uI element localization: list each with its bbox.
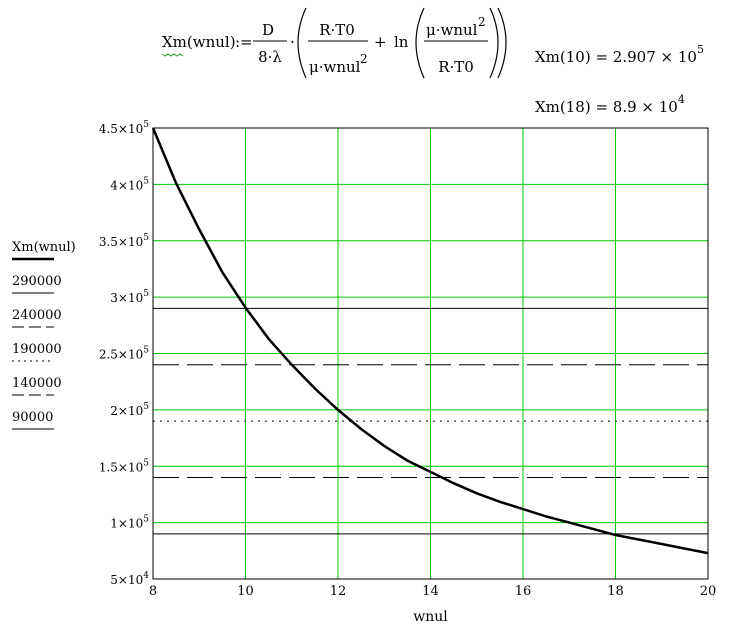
legend-item: 90000 [12, 410, 76, 444]
legend-swatch [12, 394, 54, 396]
formula-term2-den: R·T0 [438, 58, 474, 76]
formula-coef-num: D [262, 21, 274, 39]
result-xm18: Xm(18) = 8.9 × 104 [535, 80, 704, 130]
x-tick-label: 12 [330, 584, 347, 599]
formula-area: Xm(wnul) := D 8·λ · R·T0 μ·wnul 2 + ln μ… [161, 7, 507, 79]
result-xm10-text: Xm(10) = 2.907 × 10 [535, 48, 697, 66]
series-line-xm [151, 127, 709, 555]
y-tick-label: 3.5×105 [99, 233, 149, 249]
x-tick-label: 18 [607, 584, 624, 599]
y-tick-label: 4×105 [110, 176, 149, 192]
result-xm18-exp: 4 [677, 93, 685, 106]
formula-open-paren [297, 7, 307, 79]
y-tick-label: 2×105 [110, 402, 149, 418]
y-tick-label: 5×104 [110, 571, 149, 587]
chart: 8 10 12 14 16 18 20 5×104 1×105 1.5×105 2×105 2.5×1… [99, 120, 717, 625]
x-tick-label: 16 [515, 584, 532, 599]
legend-swatch [12, 360, 54, 362]
formula-term1-num: R·T0 [319, 21, 355, 39]
result-xm10: Xm(10) = 2.907 × 105 [535, 30, 704, 80]
y-tick-label: 4.5×105 [99, 120, 149, 136]
legend-label: 140000 [12, 376, 62, 391]
formula-dot: · [290, 33, 295, 51]
result-xm10-exp: 5 [696, 43, 704, 56]
spellcheck-underline [161, 53, 184, 57]
plot-frame [152, 127, 709, 580]
formula-ln-open-paren [415, 7, 425, 79]
legend-item: 290000 [12, 274, 76, 308]
formula-ln-close-paren [489, 7, 499, 79]
x-tick-label: 14 [422, 584, 439, 599]
result-xm18-text: Xm(18) = 8.9 × 10 [535, 98, 678, 116]
x-tick-label: 10 [237, 584, 254, 599]
formula-assign: := [235, 33, 253, 51]
legend: Xm(wnul) 290000 240000 190000 140000 900… [12, 240, 76, 444]
results-block: Xm(10) = 2.907 × 105 Xm(18) = 8.9 × 104 [535, 30, 704, 130]
formula-ln: ln [394, 33, 409, 51]
formula-plus: + [374, 33, 387, 51]
formula-term1-den: μ·wnul [309, 58, 361, 76]
y-tick-label: 3×105 [110, 289, 149, 305]
legend-label: 240000 [12, 308, 62, 323]
legend-label: 290000 [12, 274, 62, 289]
legend-swatch [12, 326, 54, 328]
legend-label: 90000 [12, 410, 54, 425]
legend-item: Xm(wnul) [12, 240, 76, 274]
y-tick-label: 2.5×105 [99, 346, 149, 362]
formula-term2-num-exp: 2 [478, 15, 486, 29]
legend-swatch [12, 292, 54, 294]
legend-item: 190000 [12, 342, 76, 376]
formula-term2-num: μ·wnul [426, 21, 478, 39]
x-tick-label: 20 [700, 584, 717, 599]
legend-label: Xm(wnul) [12, 240, 76, 255]
legend-swatch [12, 257, 54, 261]
formula-term1-den-exp: 2 [360, 52, 368, 66]
legend-swatch [12, 428, 54, 430]
y-tick-label: 1.5×105 [99, 458, 149, 474]
legend-item: 140000 [12, 376, 76, 410]
legend-label: 190000 [12, 342, 62, 357]
y-tick-label: 1×105 [110, 515, 149, 531]
formula-coef-den: 8·λ [258, 48, 282, 66]
formula-lhs: Xm(wnul) [162, 33, 236, 51]
x-tick-label: 8 [149, 584, 157, 599]
formula-close-paren [497, 7, 507, 79]
x-axis-label: wnul [413, 609, 448, 625]
legend-item: 240000 [12, 308, 76, 342]
